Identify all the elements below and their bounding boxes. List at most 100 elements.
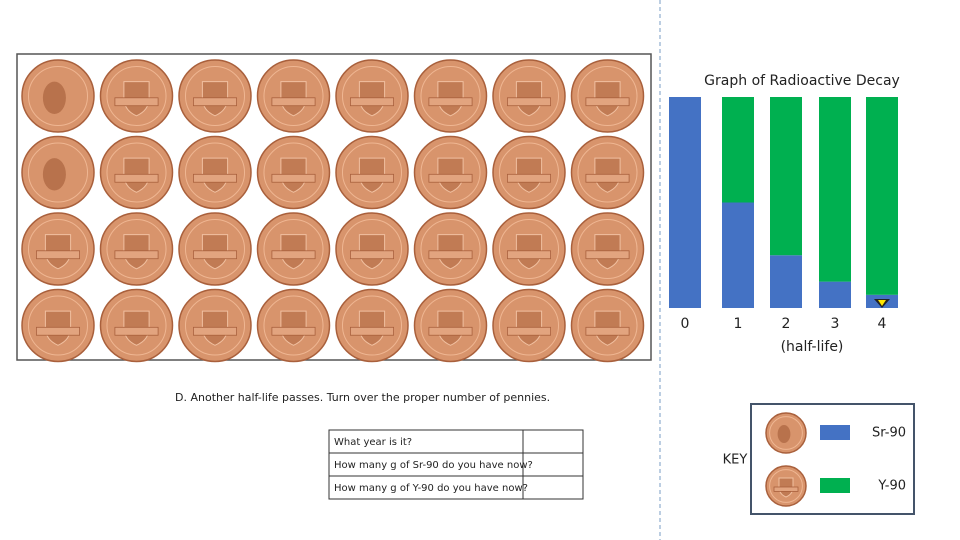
key-title: KEY <box>723 453 748 468</box>
bar-segment <box>770 255 802 308</box>
penny-banner <box>585 173 630 183</box>
table-question: How many g of Y-90 do you have now? <box>334 483 528 494</box>
penny-rim <box>420 218 481 280</box>
x-tick-label: 3 <box>831 316 840 332</box>
table-cell <box>522 429 584 454</box>
penny-rim <box>769 469 803 503</box>
penny-banner <box>349 173 394 183</box>
penny-rim <box>341 295 403 356</box>
penny-grid <box>21 59 645 363</box>
penny-banner <box>114 97 159 107</box>
penny-banner <box>192 173 237 183</box>
answer-table: What year is it? How many g of Sr-90 do y… <box>328 429 584 500</box>
penny-rim <box>577 142 638 203</box>
penny-portrait <box>42 158 66 191</box>
bar-segment <box>722 202 754 308</box>
bar-segment <box>866 97 898 295</box>
legend-label: Y-90 <box>877 479 906 494</box>
bar-segment <box>819 281 851 308</box>
penny-rim <box>27 218 89 280</box>
penny-banner <box>349 326 394 336</box>
penny-banner <box>585 326 630 336</box>
penny-rim <box>106 142 167 203</box>
penny-banner <box>585 250 630 260</box>
penny-rim <box>263 218 324 280</box>
instruction: D. Another half-life passes. Turn over t… <box>175 391 550 404</box>
penny-banner <box>506 250 551 260</box>
penny-banner <box>428 250 473 260</box>
penny-banner <box>114 173 159 183</box>
penny-rim <box>420 65 481 127</box>
penny-rim <box>341 65 403 127</box>
bar-segment <box>722 97 754 203</box>
penny-banner <box>271 173 316 183</box>
penny-rim <box>420 142 481 203</box>
penny-banner <box>114 326 159 336</box>
legend-swatch <box>820 478 850 493</box>
penny-banner <box>349 97 394 107</box>
table-question: How many g of Sr-90 do you have now? <box>334 460 533 471</box>
penny-rim <box>263 295 324 356</box>
penny-banner <box>271 97 316 107</box>
x-tick-label: 2 <box>782 316 791 332</box>
penny-portrait <box>42 81 66 115</box>
table-cell <box>522 475 584 500</box>
penny-rim <box>577 295 638 356</box>
penny-banner <box>506 173 551 183</box>
penny-banner <box>192 97 237 107</box>
penny-rim <box>341 218 403 280</box>
penny-rim <box>498 295 560 356</box>
marker <box>878 300 886 306</box>
x-tick-label: 0 <box>681 316 690 332</box>
legend: Sr-90 Y-90 <box>765 412 906 507</box>
penny-rim <box>263 65 324 127</box>
table-question: What year is it? <box>334 437 412 448</box>
penny-rim <box>498 65 560 127</box>
penny-banner <box>36 250 81 260</box>
bar-segment <box>669 97 701 308</box>
bar-segment <box>819 97 851 282</box>
penny-banner <box>271 326 316 336</box>
penny-rim <box>184 142 246 203</box>
chart: 0 1 2 3 4 <box>669 97 898 332</box>
legend-label: Sr-90 <box>872 426 906 441</box>
penny-rim <box>263 142 324 203</box>
penny-banner <box>36 326 81 336</box>
bar-segment <box>770 97 802 256</box>
penny-banner <box>349 250 394 260</box>
penny-banner <box>271 250 316 260</box>
chart-title: Graph of Radioactive Decay <box>704 73 900 89</box>
penny-rim <box>106 65 167 127</box>
penny-rim <box>420 295 481 356</box>
penny-rim <box>184 295 246 356</box>
penny-banner <box>428 173 473 183</box>
x-tick-label: 1 <box>734 316 743 332</box>
penny-rim <box>341 142 403 203</box>
penny-rim <box>106 295 167 356</box>
penny-banner <box>192 250 237 260</box>
penny-rim <box>184 218 246 280</box>
penny-banner <box>506 326 551 336</box>
x-axis-label: (half-life) <box>781 339 844 355</box>
penny-banner <box>585 97 630 107</box>
penny-banner <box>428 97 473 107</box>
penny-rim <box>498 218 560 280</box>
penny-banner <box>114 250 159 260</box>
penny-rim <box>184 65 246 127</box>
penny-banner <box>192 326 237 336</box>
penny-rim <box>769 416 803 450</box>
penny-rim <box>27 65 89 127</box>
penny-rim <box>27 295 89 356</box>
penny-rim <box>498 142 560 203</box>
penny-rim <box>27 142 89 203</box>
penny-rim <box>577 65 638 127</box>
penny-portrait <box>777 425 791 443</box>
x-tick-label: 4 <box>878 316 887 332</box>
penny-banner <box>773 486 799 492</box>
penny-banner <box>428 326 473 336</box>
penny-rim <box>577 218 638 280</box>
legend-swatch <box>820 425 850 440</box>
penny-banner <box>506 97 551 107</box>
